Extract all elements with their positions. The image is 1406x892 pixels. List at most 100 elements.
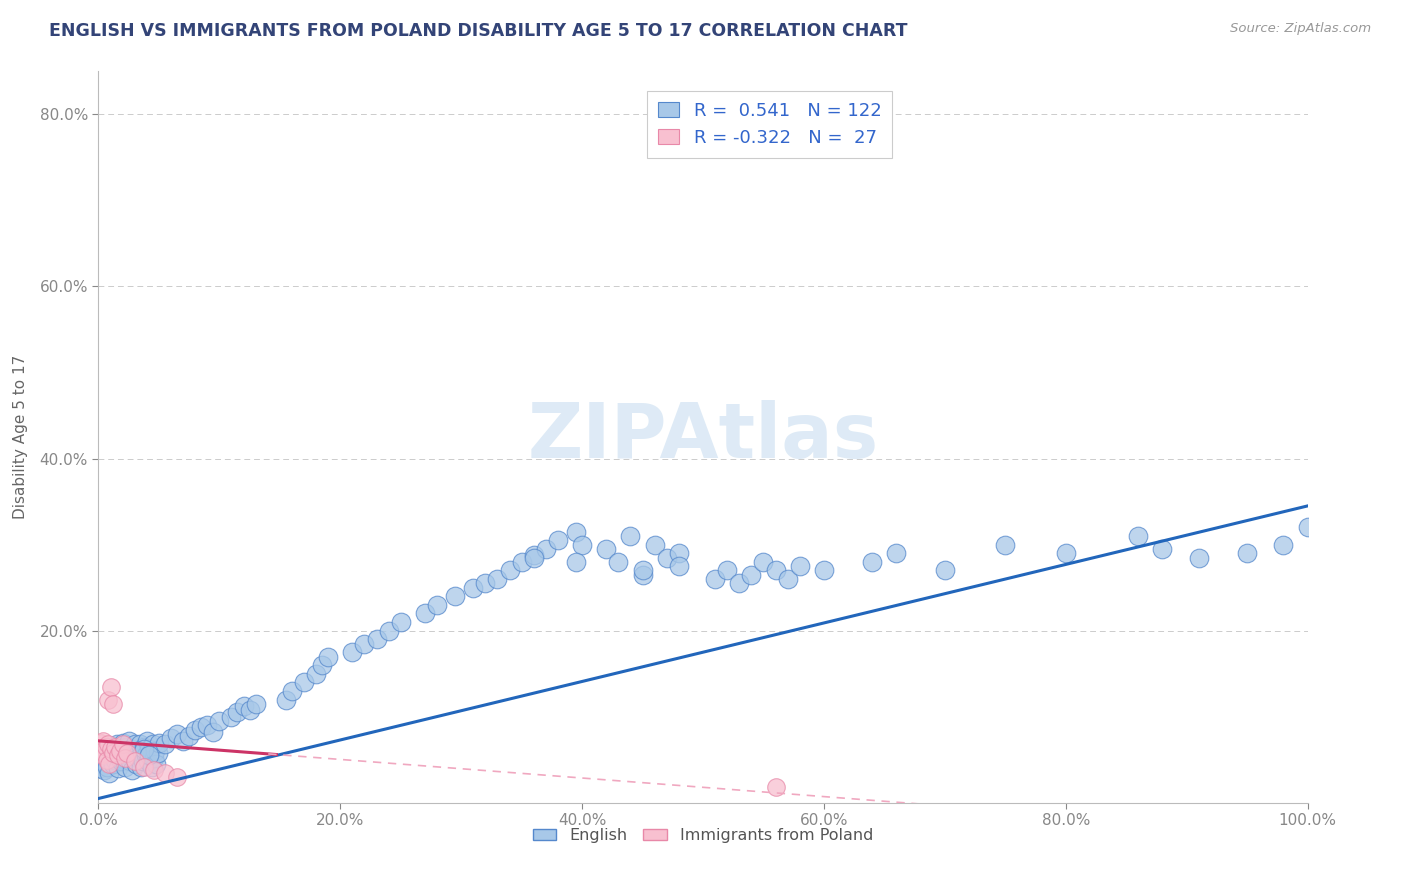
Point [523, 548, 546, 562]
Point [619, 529, 641, 543]
Point [789, 559, 811, 574]
Point [111, 735, 134, 749]
Point [1236, 546, 1258, 560]
Point [232, 699, 254, 714]
Point [112, 746, 135, 760]
Point [716, 564, 738, 578]
Point [100, 748, 122, 763]
Point [97, 692, 120, 706]
Point [108, 744, 131, 758]
Point [305, 666, 328, 681]
Legend: English, Immigrants from Poland: English, Immigrants from Poland [526, 822, 880, 850]
Point [631, 564, 654, 578]
Point [104, 753, 127, 767]
Point [107, 748, 129, 763]
Point [208, 714, 231, 728]
Point [136, 755, 159, 769]
Point [1054, 546, 1077, 560]
Point [311, 658, 333, 673]
Point [377, 624, 399, 638]
Point [122, 746, 145, 760]
Point [100, 680, 122, 694]
Point [860, 555, 883, 569]
Point [226, 706, 249, 720]
Point [143, 751, 166, 765]
Point [142, 737, 165, 751]
Point [91, 742, 114, 756]
Point [179, 729, 201, 743]
Point [752, 555, 775, 569]
Point [523, 550, 546, 565]
Point [631, 567, 654, 582]
Point [94, 746, 117, 760]
Point [292, 675, 315, 690]
Point [595, 541, 617, 556]
Point [117, 748, 139, 763]
Point [110, 755, 132, 769]
Point [146, 746, 169, 760]
Y-axis label: Disability Age 5 to 17: Disability Age 5 to 17 [14, 355, 28, 519]
Point [148, 735, 170, 749]
Point [100, 744, 122, 758]
Point [91, 734, 114, 748]
Point [94, 739, 117, 754]
Point [91, 748, 114, 763]
Point [134, 739, 156, 754]
Point [96, 759, 118, 773]
Point [534, 541, 557, 556]
Point [145, 757, 167, 772]
Point [108, 744, 131, 758]
Point [118, 755, 141, 769]
Point [813, 564, 835, 578]
Point [127, 751, 149, 765]
Point [765, 780, 787, 795]
Point [510, 555, 533, 569]
Point [1296, 520, 1319, 534]
Point [202, 725, 225, 739]
Point [740, 567, 762, 582]
Point [274, 692, 297, 706]
Point [463, 581, 485, 595]
Point [118, 734, 141, 748]
Point [166, 727, 188, 741]
Point [135, 734, 157, 748]
Point [389, 615, 412, 629]
Point [413, 607, 436, 621]
Point [565, 524, 588, 539]
Point [138, 748, 160, 763]
Point [117, 746, 139, 760]
Point [153, 737, 176, 751]
Point [97, 739, 120, 754]
Point [486, 572, 509, 586]
Point [655, 550, 678, 565]
Point [97, 737, 120, 751]
Point [114, 759, 136, 773]
Point [474, 576, 496, 591]
Text: ZIPAtlas: ZIPAtlas [527, 401, 879, 474]
Point [886, 546, 908, 560]
Point [353, 637, 375, 651]
Text: ENGLISH VS IMMIGRANTS FROM POLAND DISABILITY AGE 5 TO 17 CORRELATION CHART: ENGLISH VS IMMIGRANTS FROM POLAND DISABI… [49, 22, 908, 40]
Point [1188, 550, 1211, 565]
Point [184, 723, 207, 737]
Point [281, 684, 304, 698]
Point [498, 564, 520, 578]
Point [245, 697, 267, 711]
Point [668, 546, 690, 560]
Point [426, 598, 449, 612]
Point [91, 755, 114, 769]
Point [172, 734, 194, 748]
Point [139, 746, 162, 760]
Point [644, 538, 666, 552]
Point [607, 555, 630, 569]
Point [108, 751, 131, 765]
Point [127, 744, 149, 758]
Point [994, 538, 1017, 552]
Point [124, 755, 146, 769]
Point [134, 759, 156, 773]
Point [128, 737, 150, 751]
Point [98, 757, 121, 772]
Point [124, 737, 146, 751]
Point [120, 742, 142, 756]
Point [153, 765, 176, 780]
